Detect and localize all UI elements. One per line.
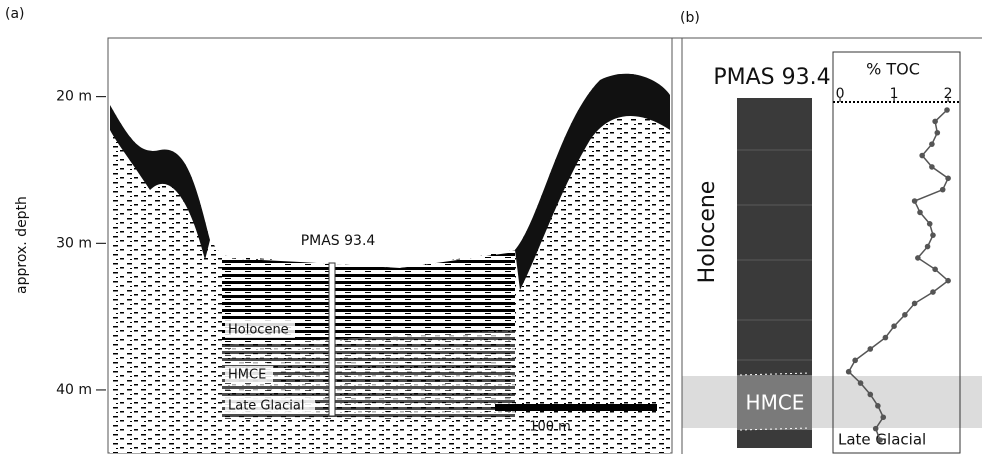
core-label: PMAS 93.4 <box>301 233 376 249</box>
hmce-band <box>682 376 982 428</box>
unit-label: Holocene <box>695 181 720 284</box>
scale-bar <box>495 404 657 411</box>
toc-point <box>880 414 887 421</box>
toc-point <box>939 186 946 193</box>
y-tick-label: 30 m <box>56 235 92 251</box>
x-tick-label: 0 <box>836 86 845 102</box>
core-hmce <box>737 375 812 430</box>
toc-point <box>867 346 874 352</box>
toc-point <box>930 232 936 238</box>
core-boundary <box>739 372 811 376</box>
toc-point <box>932 266 938 273</box>
toc-point <box>911 300 918 307</box>
toc-point <box>882 334 889 341</box>
toc-point <box>917 209 923 216</box>
toc-point <box>875 403 881 409</box>
unit-label: HMCE <box>746 391 805 415</box>
toc-point <box>944 107 950 113</box>
toc-point <box>924 243 931 250</box>
core-label: PMAS 93.4 <box>713 65 830 90</box>
toc-point <box>911 198 918 204</box>
toc-point <box>932 118 938 125</box>
toc-point <box>891 323 897 330</box>
panel-label: (a) <box>5 6 25 22</box>
toc-point <box>919 152 925 159</box>
toc-point <box>877 437 883 443</box>
toc-point <box>845 368 852 375</box>
toc-point <box>902 312 908 318</box>
seismic-strata <box>222 252 515 345</box>
unit-label: HMCE <box>228 368 266 383</box>
x-tick-label: 1 <box>890 86 899 102</box>
scale-bar-label: 100 m <box>529 420 571 435</box>
panel-label: (b) <box>680 10 700 26</box>
toc-point <box>945 277 951 284</box>
toc-point <box>929 141 935 147</box>
seismic-left-flank <box>110 105 210 260</box>
y-tick-label: 20 m <box>56 89 92 105</box>
core-boundary <box>739 427 811 431</box>
y-tick-label: 40 m <box>56 382 92 398</box>
x-tick-label: 2 <box>944 86 953 102</box>
toc-point <box>926 220 933 227</box>
plot-frame <box>832 51 961 454</box>
toc-point <box>872 425 879 432</box>
core-marker <box>328 262 336 417</box>
seismic-right-flank <box>515 73 670 290</box>
y-axis-label: approx. depth <box>14 196 30 294</box>
toc-point <box>929 164 935 170</box>
toc-point <box>934 129 941 136</box>
toc-point <box>857 380 864 386</box>
unit-label: Holocene <box>228 323 289 338</box>
toc-point <box>930 289 936 295</box>
unit-label: Late Glacial <box>228 399 304 414</box>
toc-point <box>945 175 951 182</box>
toc-point <box>852 357 858 364</box>
toc-point <box>915 255 921 261</box>
plot-title: % TOC <box>866 60 920 79</box>
toc-point <box>867 391 874 398</box>
